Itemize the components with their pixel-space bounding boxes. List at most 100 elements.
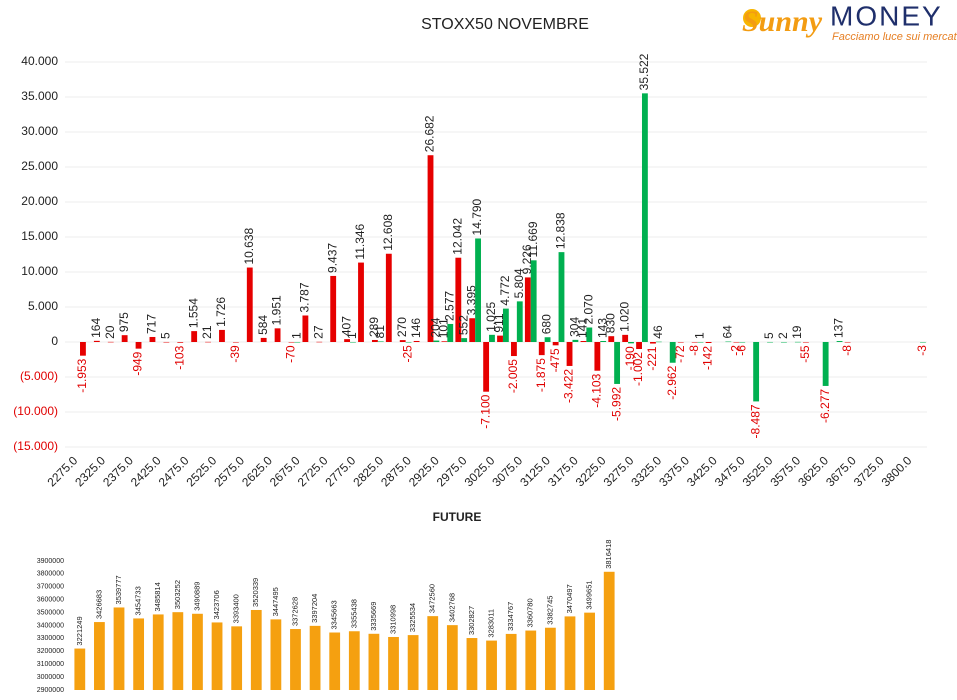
data-label: 3334767: [506, 602, 515, 631]
y-tick-label: 5.000: [28, 299, 58, 313]
bar: [622, 334, 629, 342]
bar: [594, 342, 601, 371]
x-tick-label: 3175.0: [545, 453, 581, 489]
bar: [650, 342, 656, 344]
data-label: -6: [734, 345, 748, 356]
bar: [447, 323, 454, 342]
x-tick-label: 2925.0: [406, 453, 442, 489]
data-label: 3.787: [298, 282, 312, 312]
bar: [260, 337, 267, 342]
bar: [152, 614, 164, 690]
bar: [920, 342, 926, 343]
data-label: -6.277: [818, 389, 832, 423]
bar: [844, 342, 851, 343]
data-label: 3302827: [467, 606, 476, 635]
x-tick-label: 3625.0: [795, 453, 831, 489]
data-label: 26.682: [423, 115, 437, 152]
bar: [697, 341, 704, 343]
bar: [608, 336, 615, 342]
data-label: -7.100: [478, 394, 492, 428]
bar: [483, 342, 490, 392]
bar: [231, 626, 243, 690]
bar: [377, 341, 384, 342]
logo-sun: [743, 9, 761, 27]
bar: [455, 257, 462, 342]
data-label: 11.669: [526, 221, 540, 257]
y-tick-label: 0: [51, 334, 58, 348]
bar: [205, 341, 211, 343]
bar: [572, 339, 579, 342]
bar: [270, 619, 282, 690]
data-label: -3.422: [562, 369, 576, 403]
data-label: 3816418: [604, 540, 613, 569]
bar: [641, 93, 648, 342]
bar: [725, 341, 732, 343]
bar: [211, 622, 223, 690]
bar: [580, 341, 587, 342]
bar: [250, 609, 262, 690]
data-label: -2.005: [506, 359, 520, 393]
data-label: -1.953: [75, 358, 89, 392]
data-label: 1.554: [186, 298, 200, 328]
data-label: 143: [595, 318, 609, 338]
bar: [163, 341, 170, 343]
data-label: -4.103: [590, 373, 604, 407]
bar: [538, 342, 545, 356]
logo: Sunny MONEY Facciamo luce sui mercati: [742, 0, 957, 43]
data-label: -25: [401, 345, 415, 363]
bar: [794, 341, 801, 343]
bar: [107, 341, 114, 343]
bar: [469, 318, 476, 342]
x-tick-label: 2325.0: [72, 453, 108, 489]
logo-tagline: Facciamo luce sui mercati: [832, 31, 957, 43]
data-label: 1.020: [617, 302, 631, 332]
x-tick-label: 2275.0: [44, 453, 80, 489]
bar: [246, 267, 253, 342]
x-tick-label: 3575.0: [767, 453, 803, 489]
data-label: 3520339: [251, 578, 260, 607]
data-label: 3360780: [526, 598, 535, 627]
bar: [113, 607, 125, 690]
bar: [446, 625, 458, 690]
data-label: -5.992: [609, 387, 623, 421]
data-label: -2: [729, 345, 743, 356]
data-label: 1: [693, 332, 707, 339]
y-tick-label: 25.000: [21, 159, 58, 173]
bar: [505, 633, 517, 690]
x-tick-label: 2975.0: [434, 453, 470, 489]
bar: [705, 342, 712, 343]
y-tick-label: (5.000): [20, 369, 58, 383]
data-label: -39: [228, 345, 242, 363]
y-tick-label: 3000000: [37, 674, 64, 681]
data-label: 3485814: [153, 582, 162, 611]
data-label: -3: [915, 345, 929, 356]
data-label: 9.226: [520, 244, 534, 274]
bar: [427, 616, 439, 690]
data-label: 3397204: [310, 594, 319, 623]
bar: [466, 638, 478, 690]
data-label: 304: [568, 317, 582, 337]
data-label: 3472560: [428, 584, 437, 613]
bar: [274, 328, 281, 342]
bar: [802, 342, 809, 343]
x-tick-label: 2475.0: [156, 453, 192, 489]
data-label: 14.790: [470, 198, 484, 235]
data-label: 3335669: [369, 602, 378, 631]
x-tick-label: 2675.0: [267, 453, 303, 489]
y-tick-label: 3300000: [37, 635, 64, 642]
data-label: 3539777: [114, 575, 123, 604]
data-label: -72: [673, 345, 687, 363]
bar: [177, 342, 184, 343]
data-label: 137: [832, 318, 846, 338]
data-label: -2.962: [665, 365, 679, 399]
data-label: 141: [576, 318, 590, 338]
data-label: 20: [103, 325, 117, 339]
data-label: 9.437: [325, 243, 339, 273]
data-label: 21: [200, 325, 214, 339]
bar: [433, 340, 440, 342]
data-label: 3310998: [389, 605, 398, 634]
bar: [74, 648, 86, 690]
bar: [781, 341, 787, 343]
x-tick-label: 2725.0: [295, 453, 331, 489]
x-tick-label: 3325.0: [628, 453, 664, 489]
